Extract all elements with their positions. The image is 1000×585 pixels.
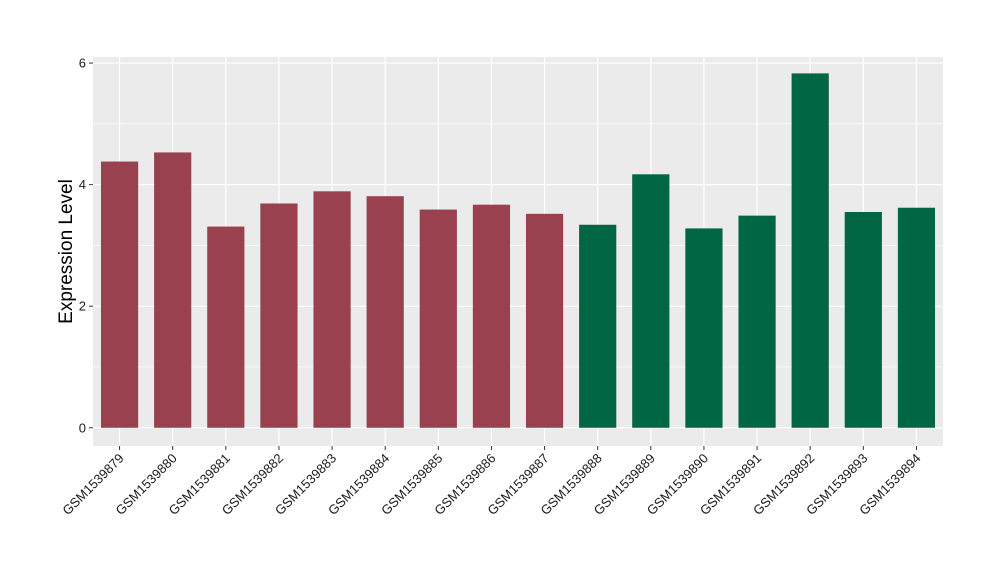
bar-GSM1539880	[154, 152, 192, 428]
bar-GSM1539882	[260, 203, 298, 428]
bar-GSM1539893	[844, 211, 882, 428]
y-tick-label: 6	[79, 56, 86, 71]
y-axis-title: Expression Level	[56, 179, 77, 324]
bar-GSM1539891	[738, 215, 776, 428]
bar-GSM1539886	[472, 204, 511, 428]
bar-GSM1539888	[579, 224, 617, 428]
bar-GSM1539883	[313, 191, 351, 428]
bar-GSM1539894	[897, 207, 936, 428]
bar-GSM1539890	[685, 228, 723, 428]
bar-GSM1539885	[419, 209, 457, 428]
y-tick-label: 4	[79, 177, 86, 192]
bar-GSM1539881	[207, 226, 245, 428]
y-tick-label: 0	[79, 420, 86, 435]
bars	[100, 73, 936, 428]
y-axis: 0 2 4 6	[79, 56, 93, 435]
bar-GSM1539887	[525, 213, 564, 428]
y-tick-label: 2	[79, 299, 86, 314]
bar-GSM1539879	[100, 161, 139, 428]
bar-GSM1539884	[366, 196, 404, 428]
bar-GSM1539889	[632, 174, 670, 428]
x-axis: GSM1539879GSM1539880GSM1539881GSM1539882…	[59, 446, 924, 518]
bar-GSM1539892	[791, 73, 829, 428]
